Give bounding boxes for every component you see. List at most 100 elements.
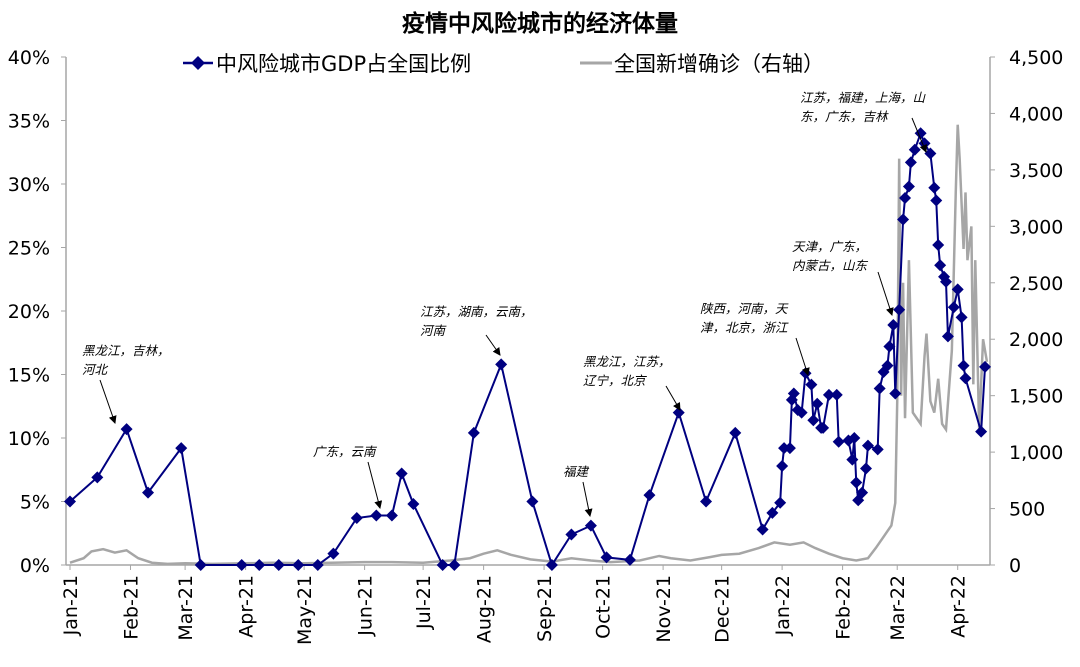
annotation: 陕西，河南，天津，北京，浙江 (700, 301, 810, 376)
annotation: 江苏，湖南，云南， 河南 (420, 304, 533, 356)
right-axis-tick-label: 3,500 (1009, 160, 1063, 182)
gdp-data-point (914, 127, 927, 140)
x-axis-tick-label: Sep-21 (534, 575, 556, 642)
gdp-data-point (395, 467, 408, 480)
x-axis-tick-label: Feb-21 (120, 575, 142, 640)
right-axis-tick-label: 1,500 (1009, 386, 1063, 408)
gdp-data-point (889, 387, 902, 400)
gdp-data-point (899, 191, 912, 204)
gdp-data-point (939, 275, 952, 288)
gdp-data-point (766, 506, 779, 519)
x-axis-tick-label: Mar-21 (175, 575, 197, 641)
annotation: 广东，云南 (313, 444, 383, 509)
annotation-arrow (485, 334, 501, 356)
gdp-data-point (881, 359, 894, 372)
gdp-data-point (941, 330, 954, 343)
gdp-data-point (776, 459, 789, 472)
annotation-text: 黑龙江，吉林， (82, 343, 170, 358)
left-axis-tick-label: 10% (8, 428, 50, 450)
gdp-data-point (860, 462, 873, 475)
x-axis-tick-label: May-21 (294, 575, 316, 645)
gdp-data-point (700, 495, 713, 508)
gdp-data-point (448, 559, 461, 571)
gdp-data-point (955, 311, 968, 324)
x-axis-tick-label: Dec-21 (712, 575, 734, 643)
gdp-data-point (893, 303, 906, 316)
gdp-data-point (407, 498, 420, 511)
cases-series-line (69, 124, 989, 566)
gdp-data-point (643, 489, 656, 502)
annotation-text: 河南 (420, 323, 448, 338)
gdp-data-point (584, 519, 597, 532)
gdp-data-point (856, 486, 869, 499)
legend-gdp-label: 中风险城市GDP占全国比例 (216, 52, 471, 76)
annotation: 福建 (563, 464, 593, 517)
x-axis-tick-label: Mar-22 (887, 575, 909, 641)
gdp-data-point (175, 442, 188, 455)
gdp-data-point (327, 547, 340, 560)
annotation: 黑龙江，吉林， 河北 (82, 343, 170, 424)
annotation-text: 河北 (82, 362, 109, 377)
gdp-data-point (795, 406, 808, 419)
gdp-data-point (774, 496, 787, 509)
gdp-data-point (311, 559, 324, 571)
x-axis-tick-label: Aug-21 (474, 575, 496, 643)
gdp-data-point (142, 486, 155, 499)
gdp-data-point (904, 156, 917, 169)
x-axis-tick-label: Oct-21 (593, 575, 615, 639)
legend-gdp-marker (191, 56, 205, 70)
annotation: 江苏，福建，上海，山东，广东，吉林 (800, 90, 928, 153)
gdp-data-point (924, 147, 937, 160)
gdp-data-point (817, 421, 830, 434)
left-axis-tick-label: 25% (8, 238, 50, 260)
gdp-data-point (947, 301, 960, 314)
annotation-text: 东，广东，吉林 (800, 109, 889, 124)
gdp-data-point (822, 388, 835, 401)
x-axis-tick-label: Jan-21 (60, 575, 82, 636)
gdp-data-point (787, 387, 800, 400)
x-axis-tick-label: Jul-21 (413, 575, 435, 630)
gdp-data-point (846, 453, 859, 466)
annotation-text: 黑龙江，江苏， (583, 354, 671, 369)
right-axis-tick-label: 4,000 (1009, 103, 1063, 125)
annotation-arrow (877, 271, 894, 316)
gdp-data-point (64, 495, 76, 508)
gdp-data-point (805, 378, 818, 391)
gdp-data-point (350, 512, 363, 525)
gdp-data-point (565, 528, 578, 541)
gdp-data-point (883, 340, 896, 353)
left-axis-tick-label: 20% (8, 301, 50, 323)
gdp-data-point (235, 559, 248, 571)
right-axis-tick-label: 2,500 (1009, 273, 1063, 295)
x-axis-tick-label: Nov-21 (653, 575, 675, 643)
annotation-arrow (665, 385, 681, 411)
x-axis-tick-label: Feb-22 (833, 575, 855, 640)
annotation-arrow (795, 337, 810, 376)
right-axis-tick-label: 0 (1009, 555, 1021, 577)
right-axis-tick-label: 500 (1009, 499, 1045, 521)
gdp-data-point (902, 180, 915, 193)
gdp-data-point (908, 143, 921, 156)
gdp-data-point (811, 397, 824, 410)
right-axis-tick-label: 4,500 (1009, 47, 1063, 69)
gdp-data-point (756, 523, 769, 536)
right-axis-tick-label: 1,000 (1009, 442, 1063, 464)
gdp-data-point (91, 471, 104, 484)
annotation-text: 广东，云南 (313, 444, 378, 459)
gdp-data-point (930, 194, 943, 207)
gdp-data-point (959, 372, 972, 385)
chart-title: 疫情中风险城市的经济体量 (402, 10, 678, 37)
gdp-data-point (120, 423, 133, 436)
left-axis-tick-label: 35% (8, 111, 50, 133)
gdp-data-point (957, 359, 970, 372)
gdp-series-line (69, 130, 987, 568)
annotation-text: 辽宁，北京 (583, 373, 647, 388)
right-axis-tick-label: 3,000 (1009, 216, 1063, 238)
gdp-data-point (934, 259, 947, 272)
annotation-text: 江苏，福建，上海，山 (800, 90, 927, 105)
gdp-data-point (370, 509, 383, 522)
gdp-data-point (623, 553, 636, 566)
gdp-data-point (975, 425, 988, 438)
gdp-data-point (887, 318, 900, 331)
